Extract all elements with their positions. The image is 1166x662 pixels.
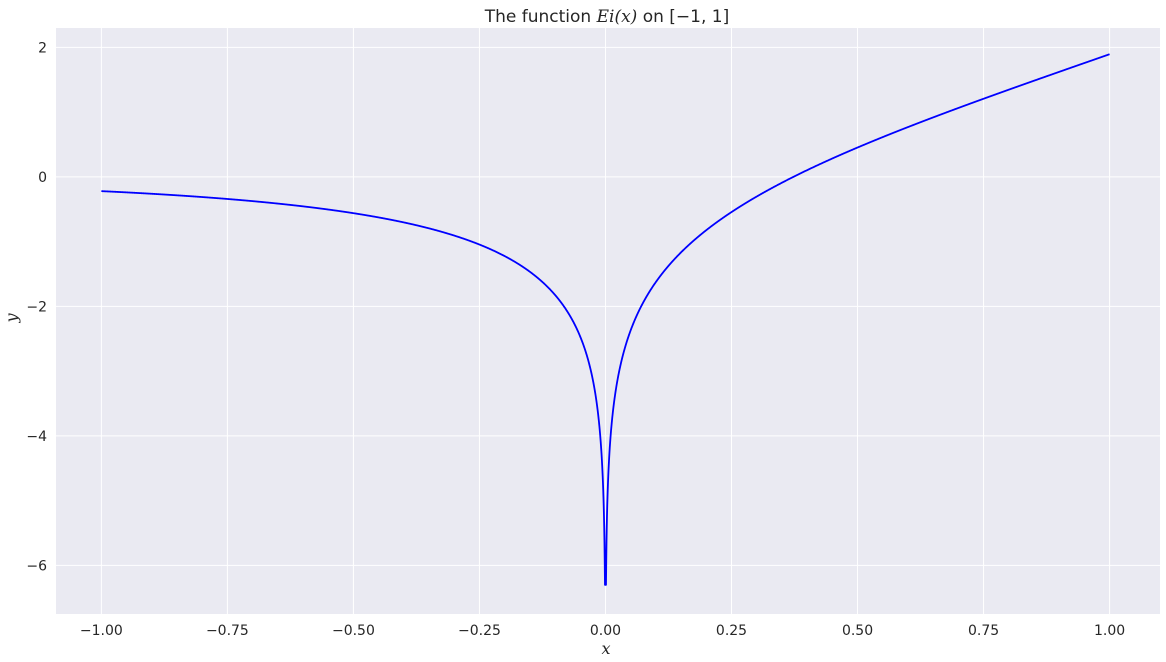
x-tick-label: −0.25 — [458, 623, 501, 639]
x-tick-label: 0.75 — [968, 623, 999, 639]
ei-series-line — [100, 53, 1111, 586]
plot-background — [56, 28, 1160, 614]
y-tick-label: −4 — [26, 429, 47, 445]
chart-title-interval: [−1, 1] — [669, 7, 729, 27]
y-tick-label: −2 — [26, 299, 47, 315]
y-tick-label: −6 — [26, 558, 47, 574]
x-tick-label: 0.50 — [842, 623, 873, 639]
x-tick-label: −0.75 — [206, 623, 249, 639]
y-tick-label: 2 — [38, 40, 47, 56]
grid-lines — [56, 28, 1160, 614]
x-tick-label: 0.00 — [590, 623, 621, 639]
y-axis-label: y — [2, 313, 21, 324]
y-tick-label: 0 — [38, 170, 47, 186]
chart-title-math: Ei(x) — [596, 7, 638, 27]
x-tick-labels: −1.00 −0.75 −0.50 −0.25 0.00 0.25 0.50 0.75 1.00 — [80, 623, 1125, 639]
x-tick-label: 1.00 — [1094, 623, 1125, 639]
x-axis-label: x — [601, 639, 610, 658]
chart-title-prefix: The function — [484, 7, 597, 27]
y-tick-labels: 2 0 −2 −4 −6 — [26, 40, 47, 574]
x-tick-label: −1.00 — [80, 623, 123, 639]
x-tick-label: 0.25 — [716, 623, 747, 639]
chart-title-middle: on — [637, 7, 669, 27]
chart-title: The function Ei(x) on [−1, 1] — [484, 7, 730, 27]
x-tick-label: −0.50 — [332, 623, 375, 639]
